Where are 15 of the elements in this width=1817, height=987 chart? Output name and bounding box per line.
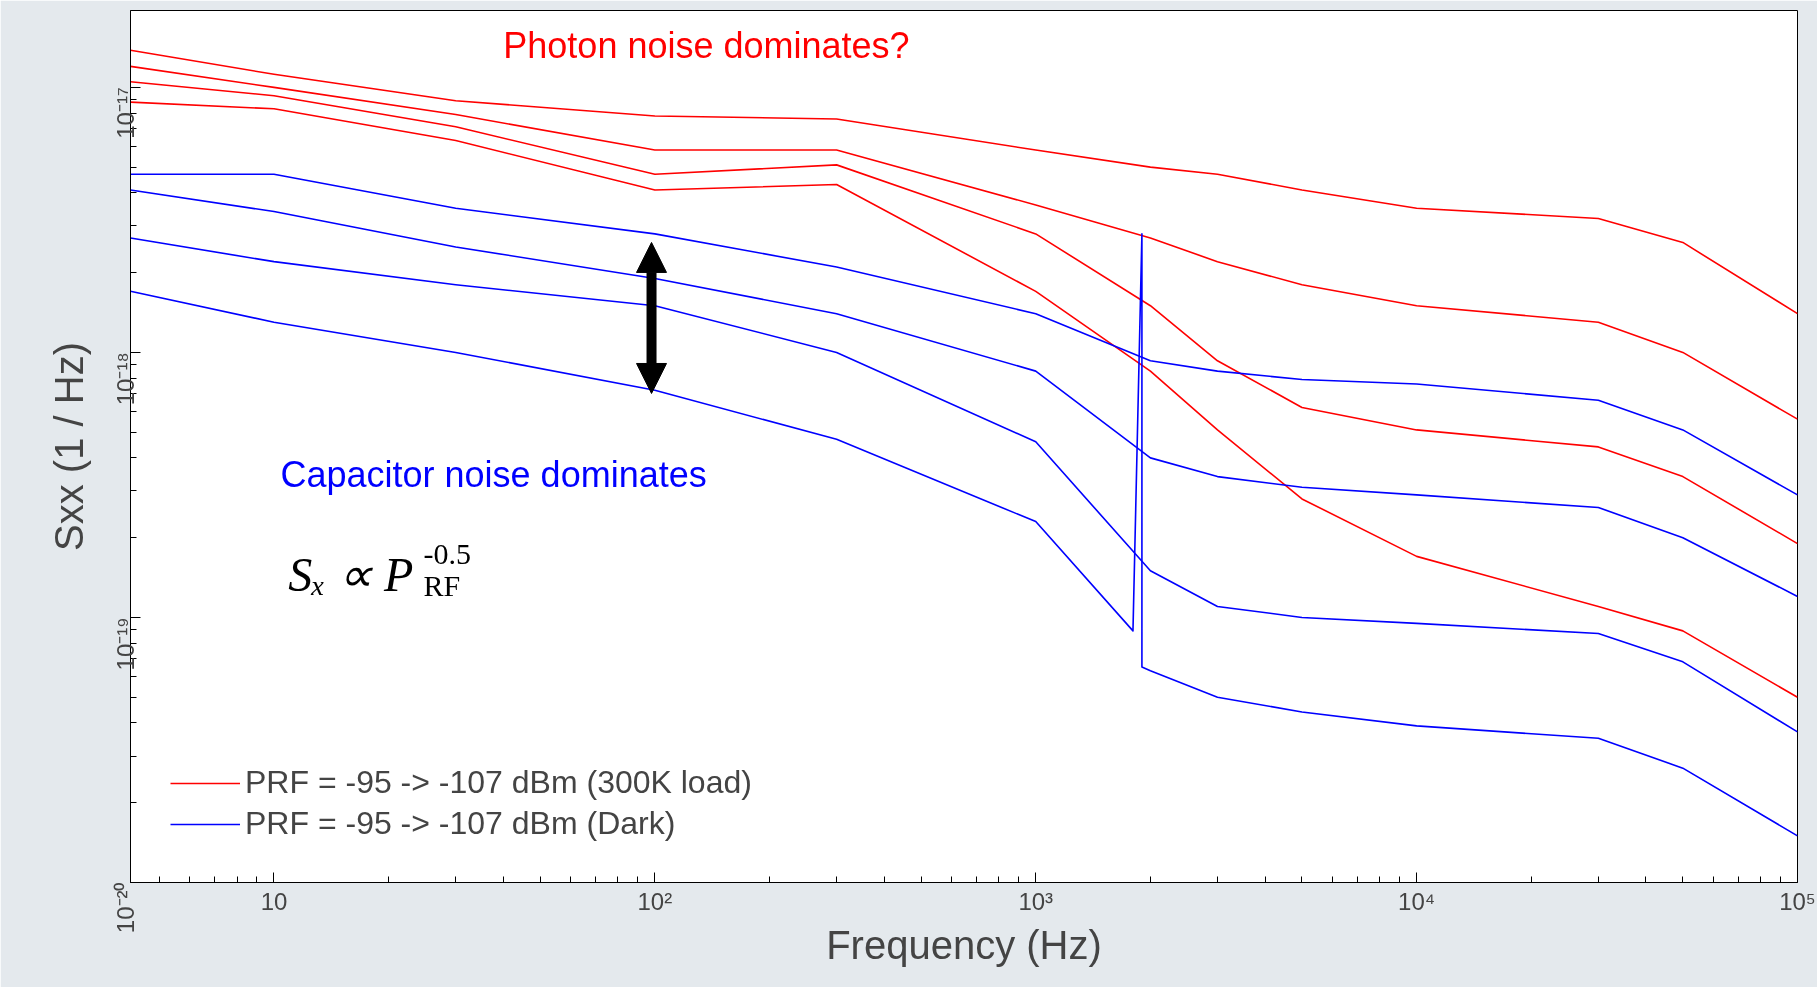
legend-label: PRF = -95 -> -107 dBm (300K load) bbox=[245, 764, 752, 801]
x-axis-title: Frequency (Hz) bbox=[826, 922, 1102, 967]
annotation: Capacitor noise dominates bbox=[280, 453, 707, 495]
y-tick-label: 10⁻¹⁷ bbox=[112, 87, 139, 139]
annotation: Photon noise dominates? bbox=[503, 25, 910, 67]
x-tick-label: 10 bbox=[260, 887, 288, 915]
y-tick-label: 10⁻¹⁹ bbox=[112, 617, 139, 671]
legend-label: PRF = -95 -> -107 dBm (Dark) bbox=[245, 805, 676, 842]
x-tick-label: 10² bbox=[637, 887, 673, 915]
y-axis-title: Sxx (1 / Hz) bbox=[46, 342, 91, 551]
x-tick-label: 10³ bbox=[1018, 887, 1054, 915]
x-tick-label: 10⁴ bbox=[1398, 887, 1436, 915]
x-tick-label: 10⁵ bbox=[1779, 887, 1816, 915]
y-tick-label: 10⁻²⁰ bbox=[112, 882, 139, 934]
y-tick-label: 10⁻¹⁸ bbox=[112, 352, 139, 406]
